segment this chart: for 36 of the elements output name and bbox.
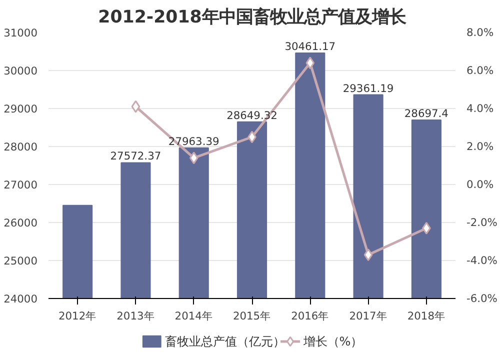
data-label: 27963.39: [168, 134, 220, 148]
legend-label: 畜牧业总产值（亿元）: [164, 334, 285, 348]
x-tick-label: 2015年: [232, 310, 272, 322]
data-label: 28697.4: [404, 107, 449, 120]
y2-tick-label: -4.0%: [466, 254, 498, 267]
x-tick-label: 2018年: [407, 310, 446, 322]
point: [306, 56, 315, 70]
x-tick-label: 2017年: [349, 310, 388, 322]
data-label: 30461.17: [284, 40, 336, 53]
y2-tick-label: -6.0%: [466, 292, 498, 305]
y-tick-label: 27000: [4, 178, 38, 192]
y-tick-label: 26000: [4, 216, 38, 230]
point: [189, 152, 198, 164]
x-tick-label: 2016年: [291, 310, 330, 322]
x-tick-label: 2014年: [174, 310, 213, 322]
y-tick-label: 29000: [4, 102, 38, 116]
y-tick-label: 30000: [4, 64, 38, 78]
y2-tick-label: -2.0%: [466, 216, 498, 229]
y-tick-label: 25000: [4, 254, 38, 268]
x-tick-label: 2012年: [58, 310, 97, 322]
y2-tick-label: 0.0%: [466, 178, 494, 191]
x-tick-label: 2013年: [116, 310, 155, 322]
y2-tick-label: 2.0%: [466, 140, 494, 153]
chart-title: 2012-2018年中国畜牧业总产值及增长: [98, 6, 407, 28]
point: [364, 248, 373, 262]
y-tick-label: 28000: [4, 140, 38, 154]
y-tick-label: 24000: [4, 292, 38, 306]
y2-tick-label: 8.0%: [466, 26, 494, 39]
y2-tick-label: 6.0%: [466, 64, 494, 77]
data-label: 28649.32: [226, 108, 278, 122]
data-label: 29361.19: [342, 82, 394, 95]
data-label: 27572.37: [110, 150, 162, 163]
point: [131, 100, 140, 113]
legend-label: 增长（%）: [302, 334, 363, 348]
y-tick-label: 31000: [4, 26, 38, 40]
y2-tick-label: 4.0%: [466, 102, 494, 115]
